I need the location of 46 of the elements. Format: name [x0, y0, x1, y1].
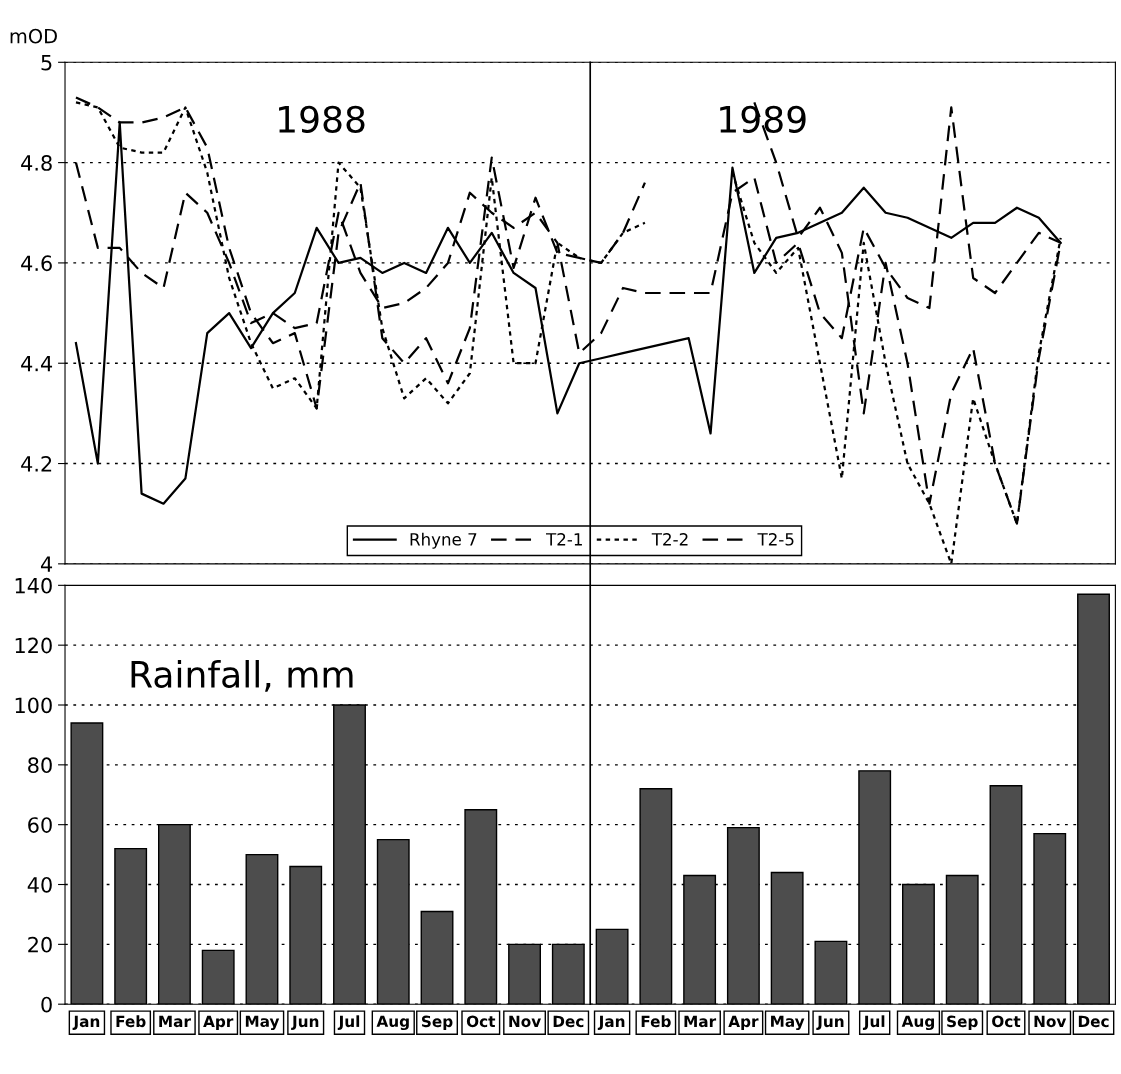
x-tick-label: Feb — [641, 1015, 671, 1028]
x-tick-label: Jan — [72, 1015, 100, 1030]
annotation: Rainfall, mm — [131, 660, 353, 692]
x-tick-label: Apr — [203, 1015, 234, 1031]
x-tick-label: Feb — [116, 1015, 146, 1028]
x-tick-label: Jun — [816, 1015, 844, 1030]
x-tick-label: Nov — [509, 1015, 541, 1028]
x-tick-label: Sep — [947, 1015, 978, 1031]
annotation: 1988 — [279, 105, 365, 133]
x-tick-label: Jan — [597, 1015, 625, 1030]
y-tick-label: 60 — [28, 817, 52, 833]
x-tick-label: Nov — [1034, 1015, 1067, 1028]
y-tick-label: 0 — [41, 996, 52, 1013]
y-tick-label: 4 — [40, 556, 53, 572]
annotation: 1989 — [720, 105, 806, 133]
x-tick-label: Dec — [1078, 1015, 1109, 1028]
y-tick-label: 4.8 — [21, 155, 52, 171]
y-tick-label: 140 — [15, 577, 52, 594]
y-tick-label: 120 — [15, 637, 52, 654]
legend-label: Rhyne 7 — [410, 532, 477, 549]
x-tick-label: Jun — [291, 1015, 319, 1030]
y-tick-label: 4.4 — [21, 355, 53, 372]
x-tick-label: Aug — [376, 1015, 409, 1031]
x-tick-label: Jul — [862, 1015, 885, 1030]
x-tick-label: May — [245, 1015, 280, 1031]
legend-label: T2-5 — [757, 533, 794, 546]
x-tick-label: Apr — [728, 1015, 759, 1031]
y-tick-label: 40 — [27, 876, 52, 893]
x-tick-label: Mar — [684, 1015, 717, 1028]
legend-label: T2-1 — [546, 533, 582, 546]
x-tick-label: Oct — [466, 1015, 496, 1028]
legend-label: T2-2 — [651, 533, 688, 546]
y-axis-title: mOD — [10, 28, 57, 44]
x-tick-label: Jul — [337, 1015, 360, 1030]
y-tick-label: 80 — [28, 757, 52, 774]
x-tick-label: Mar — [159, 1015, 191, 1028]
x-tick-label: Aug — [901, 1015, 934, 1031]
y-tick-label: 100 — [15, 697, 52, 714]
x-tick-label: Sep — [421, 1015, 453, 1031]
y-tick-label: 20 — [28, 936, 52, 953]
y-tick-label: 4.6 — [21, 255, 52, 272]
x-tick-label: Oct — [992, 1015, 1021, 1028]
x-tick-label: Dec — [553, 1015, 584, 1028]
x-tick-label: May — [771, 1015, 805, 1031]
y-tick-label: 4.2 — [21, 455, 52, 472]
y-tick-label: 5 — [41, 55, 52, 71]
